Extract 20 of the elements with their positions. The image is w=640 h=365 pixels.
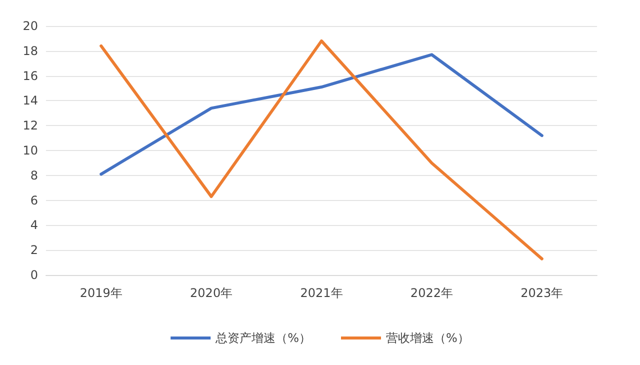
- legend-label: 总资产增速（%）: [214, 331, 312, 345]
- y-tick-label: 0: [30, 268, 38, 282]
- legend-label: 营收增速（%）: [386, 331, 470, 345]
- y-tick-label: 20: [22, 19, 38, 33]
- x-tick-label: 2021年: [300, 286, 343, 300]
- y-tick-label: 8: [30, 168, 38, 182]
- y-tick-label: 4: [30, 218, 38, 232]
- y-tick-label: 18: [22, 44, 38, 58]
- x-tick-label: 2019年: [80, 286, 122, 300]
- line-series: [100, 53, 544, 176]
- y-tick-label: 12: [22, 118, 38, 133]
- y-tick-label: 2: [30, 243, 38, 258]
- line-series: [100, 39, 544, 260]
- x-tick-label: 2022年: [410, 286, 453, 300]
- y-tick-label: 6: [30, 193, 38, 208]
- y-tick-label: 14: [22, 94, 38, 108]
- x-tick-label: 2023年: [520, 286, 564, 300]
- y-tick-label: 10: [22, 144, 38, 158]
- x-tick-label: 2020年: [190, 286, 233, 300]
- y-tick-label: 16: [22, 68, 38, 83]
